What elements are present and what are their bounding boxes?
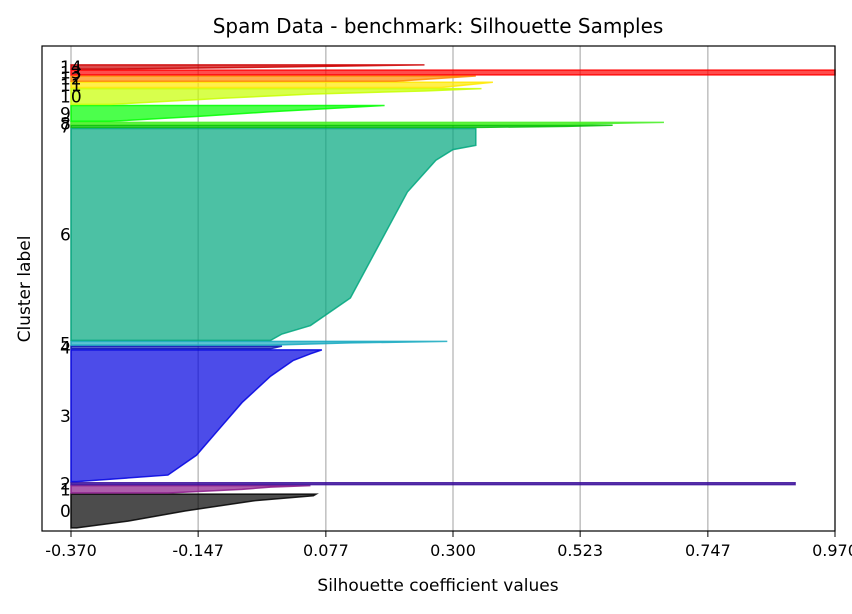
- cluster-6-area: [70, 127, 477, 342]
- cluster-0-area: [70, 493, 319, 529]
- x-tick-label: 0.747: [685, 541, 731, 560]
- x-axis-label: Silhouette coefficient values: [317, 576, 558, 596]
- x-tick-label: -0.147: [172, 541, 224, 560]
- y-axis-label: Cluster label: [15, 236, 35, 343]
- cluster-12-area: [70, 75, 476, 82]
- cluster-14-area: [70, 64, 425, 70]
- cluster-1-area: [70, 484, 311, 494]
- x-tick-label: -0.370: [45, 541, 97, 560]
- x-tick-label: 0.077: [303, 541, 349, 560]
- cluster-8-area: [70, 121, 664, 125]
- cluster-11-label: 11: [60, 76, 82, 96]
- cluster-8-label: 8: [60, 114, 71, 134]
- cluster-7-area: [70, 124, 613, 129]
- x-tick-label: 0.300: [430, 541, 476, 560]
- cluster-13-label: 13: [60, 64, 82, 84]
- cluster-4-area: [70, 345, 283, 350]
- cluster-10-area: [70, 87, 482, 106]
- cluster-5-area: [70, 340, 448, 346]
- cluster-9-label: 9: [60, 104, 71, 124]
- cluster-12-label: 12: [60, 70, 82, 90]
- cluster-1-label: 1: [60, 480, 71, 500]
- plot-frame: [41, 45, 836, 532]
- cluster-7-label: 7: [60, 117, 71, 137]
- x-tick-label: 0.970: [812, 541, 852, 560]
- cluster-2-label: 2: [60, 475, 71, 495]
- cluster-3-label: 3: [60, 407, 71, 427]
- x-tick-label: 0.523: [557, 541, 603, 560]
- cluster-5-label: 5: [60, 334, 71, 354]
- cluster-6-label: 6: [60, 225, 71, 245]
- cluster-0-label: 0: [60, 502, 71, 522]
- cluster-3-area: [70, 349, 323, 483]
- cluster-2-area: [70, 481, 796, 486]
- cluster-10-label: 10: [60, 88, 82, 108]
- cluster-9-area: [70, 104, 385, 123]
- cluster-11-area: [70, 81, 493, 89]
- cluster-14-label: 14: [60, 58, 82, 78]
- chart-title: Spam Data - benchmark: Silhouette Sample…: [213, 14, 664, 38]
- cluster-13-area: [70, 69, 836, 76]
- x-axis-ticks: -0.370 -0.147 0.077 0.300 0.523 0.747 0.970: [45, 531, 852, 560]
- cluster-4-label: 4: [60, 338, 71, 358]
- cluster-areas: [70, 64, 836, 529]
